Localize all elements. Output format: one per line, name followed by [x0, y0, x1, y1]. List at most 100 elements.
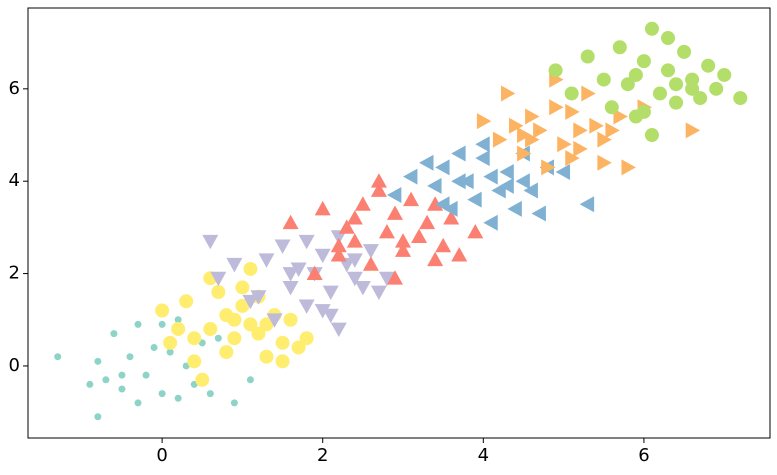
point — [499, 177, 514, 194]
point — [338, 219, 355, 234]
point — [155, 303, 170, 318]
point — [242, 294, 259, 310]
point — [435, 196, 450, 213]
point — [118, 385, 126, 393]
point — [346, 233, 363, 248]
point — [219, 308, 234, 323]
point — [661, 31, 676, 46]
point — [717, 67, 732, 82]
point — [226, 257, 243, 273]
point — [86, 380, 94, 388]
point — [174, 394, 182, 402]
point — [589, 117, 604, 134]
point — [150, 343, 158, 351]
point — [370, 182, 387, 197]
point — [612, 40, 627, 55]
point — [549, 99, 564, 116]
y-tick-label: 2 — [9, 263, 20, 284]
point — [211, 285, 226, 300]
point — [443, 200, 458, 217]
point — [427, 251, 444, 267]
point — [386, 187, 402, 204]
point — [246, 376, 254, 384]
point — [298, 234, 315, 250]
point — [282, 214, 299, 230]
point — [187, 331, 202, 346]
point — [250, 290, 267, 305]
point — [134, 320, 142, 328]
point — [733, 91, 748, 106]
point — [158, 390, 166, 398]
point — [557, 136, 572, 153]
point — [354, 281, 371, 296]
y-tick-label: 0 — [9, 355, 20, 376]
point — [427, 177, 442, 194]
point — [171, 321, 186, 336]
point — [451, 145, 466, 162]
point — [202, 234, 219, 250]
point — [605, 122, 620, 139]
point — [517, 127, 532, 144]
point — [685, 81, 700, 96]
point — [243, 261, 258, 276]
point — [274, 239, 291, 254]
point — [677, 44, 692, 59]
point — [419, 214, 436, 230]
point — [362, 256, 379, 271]
point — [517, 145, 532, 162]
x-tick-label: 2 — [317, 445, 328, 466]
point — [362, 244, 379, 259]
point — [669, 77, 684, 92]
point — [370, 173, 387, 188]
point — [636, 54, 651, 69]
point — [314, 304, 331, 319]
point — [275, 335, 290, 350]
point — [565, 150, 580, 167]
point — [330, 230, 347, 245]
point — [330, 247, 347, 262]
point — [330, 322, 347, 337]
point — [533, 122, 548, 139]
x-tick-label: 6 — [638, 445, 649, 466]
point — [685, 122, 701, 139]
point — [378, 271, 395, 287]
point — [259, 349, 274, 364]
point — [251, 326, 266, 341]
point — [693, 91, 708, 106]
point — [451, 173, 466, 190]
point — [403, 191, 420, 207]
point — [163, 335, 178, 350]
point — [179, 294, 194, 309]
point — [644, 21, 659, 36]
point — [134, 399, 142, 407]
point — [483, 214, 498, 231]
point — [564, 86, 579, 101]
point — [54, 353, 62, 361]
point — [580, 49, 595, 64]
point — [282, 281, 299, 296]
point — [476, 113, 492, 130]
point — [338, 257, 355, 273]
point — [227, 331, 242, 346]
point — [214, 334, 222, 342]
point — [142, 371, 150, 379]
y-tick-label: 4 — [9, 170, 20, 191]
plot-frame — [27, 7, 771, 439]
point — [636, 104, 651, 119]
point — [427, 196, 444, 211]
point — [314, 200, 331, 216]
point — [565, 103, 580, 120]
point — [299, 331, 314, 346]
point — [386, 270, 403, 285]
x-tick-label: 4 — [478, 445, 489, 466]
point — [306, 265, 323, 280]
point — [187, 354, 202, 369]
point — [174, 316, 182, 324]
y-tick-label: 6 — [9, 78, 20, 99]
point — [110, 330, 118, 338]
point — [501, 85, 516, 102]
point — [283, 312, 298, 327]
point — [531, 205, 546, 222]
point — [661, 63, 676, 78]
